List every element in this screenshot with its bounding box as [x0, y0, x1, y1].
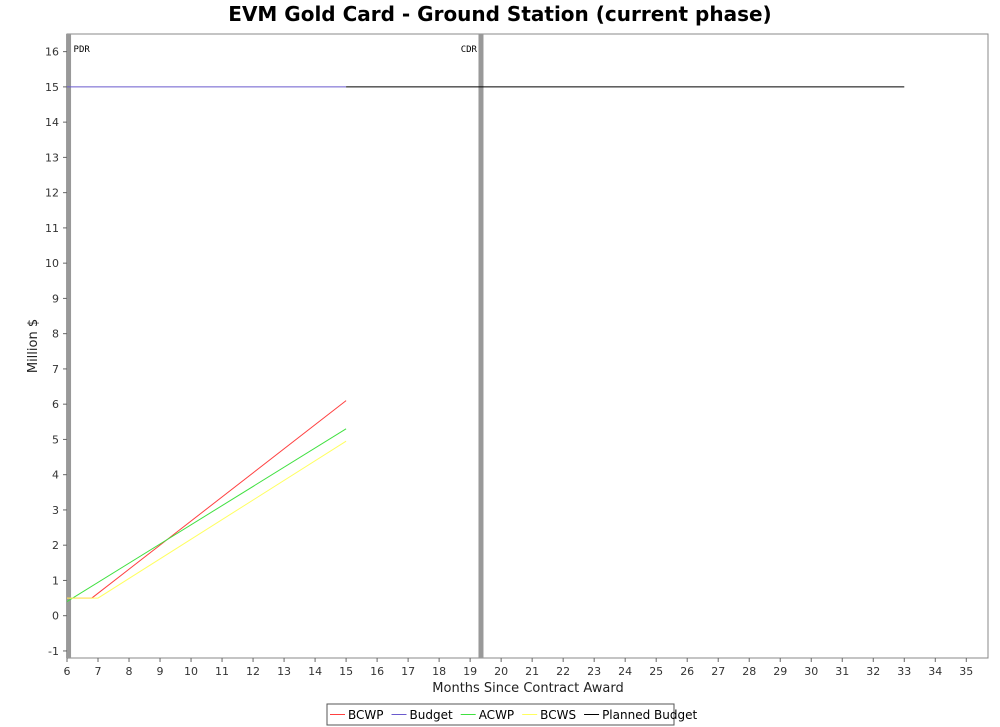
y-tick-label: 15 — [45, 81, 59, 94]
y-tick-label: 14 — [45, 116, 59, 129]
x-tick-label: 31 — [835, 665, 849, 678]
x-tick-label: 28 — [742, 665, 756, 678]
x-tick-label: 7 — [95, 665, 102, 678]
y-tick-label: 4 — [52, 469, 59, 482]
x-tick-label: 12 — [246, 665, 260, 678]
legend: BCWP Budget ACWP BCWS Planned Budget — [326, 703, 697, 726]
x-tick-label: 29 — [773, 665, 787, 678]
x-tick-label: 21 — [525, 665, 539, 678]
y-tick-label: 1 — [52, 574, 59, 587]
y-tick-label: 9 — [52, 292, 59, 305]
y-tick-label: 11 — [45, 222, 59, 235]
marker-label-pdr: PDR — [74, 45, 91, 55]
y-tick-label: 3 — [52, 504, 59, 517]
x-tick-label: 26 — [680, 665, 694, 678]
y-axis-label: Million $ — [26, 319, 41, 373]
x-tick-label: 20 — [494, 665, 508, 678]
x-tick-label: 13 — [277, 665, 291, 678]
x-tick-label: 9 — [157, 665, 164, 678]
x-tick-label: 22 — [556, 665, 570, 678]
y-tick-label: 7 — [52, 363, 59, 376]
y-tick-label: 2 — [52, 539, 59, 552]
plot-area — [66, 33, 989, 659]
x-tick-label: 10 — [184, 665, 198, 678]
y-tick-label: 8 — [52, 328, 59, 341]
series-line-bcws — [67, 440, 347, 599]
x-tick-label: 30 — [804, 665, 818, 678]
x-tick-label: 14 — [308, 665, 322, 678]
legend-label-budget: Budget — [410, 708, 453, 722]
chart-title: EVM Gold Card - Ground Station (current … — [228, 2, 771, 26]
y-tick-label: 5 — [52, 433, 59, 446]
y-tick-label: 10 — [45, 257, 59, 270]
marker-label-cdr: CDR — [461, 45, 478, 55]
y-tick-label: -1 — [48, 645, 59, 658]
legend-box — [326, 703, 675, 726]
legend-label-planned-budget: Planned Budget — [602, 708, 697, 722]
legend-label-bcwp: BCWP — [348, 708, 384, 722]
x-tick-label: 33 — [897, 665, 911, 678]
x-tick-label: 8 — [126, 665, 133, 678]
x-tick-label: 23 — [587, 665, 601, 678]
legend-label-bcws: BCWS — [540, 708, 576, 722]
x-tick-label: 16 — [370, 665, 384, 678]
x-tick-label: 18 — [432, 665, 446, 678]
x-axis-label: Months Since Contract Award — [432, 681, 623, 696]
x-tick-label: 25 — [649, 665, 663, 678]
x-tick-label: 27 — [711, 665, 725, 678]
x-tick-label: 35 — [959, 665, 973, 678]
y-tick-label: 6 — [52, 398, 59, 411]
x-tick-label: 17 — [401, 665, 415, 678]
x-tick-label: 6 — [64, 665, 71, 678]
y-tick-label: 13 — [45, 151, 59, 164]
x-tick-label: 15 — [339, 665, 353, 678]
x-tick-label: 34 — [928, 665, 942, 678]
y-tick-label: 12 — [45, 187, 59, 200]
x-tick-label: 24 — [618, 665, 632, 678]
x-tick-label: 11 — [215, 665, 229, 678]
legend-label-acwp: ACWP — [479, 708, 514, 722]
series-line-acwp — [66, 428, 347, 603]
y-tick-label: 0 — [52, 610, 59, 623]
x-tick-label: 32 — [866, 665, 880, 678]
y-tick-label: 16 — [45, 46, 59, 59]
x-tick-label: 19 — [463, 665, 477, 678]
